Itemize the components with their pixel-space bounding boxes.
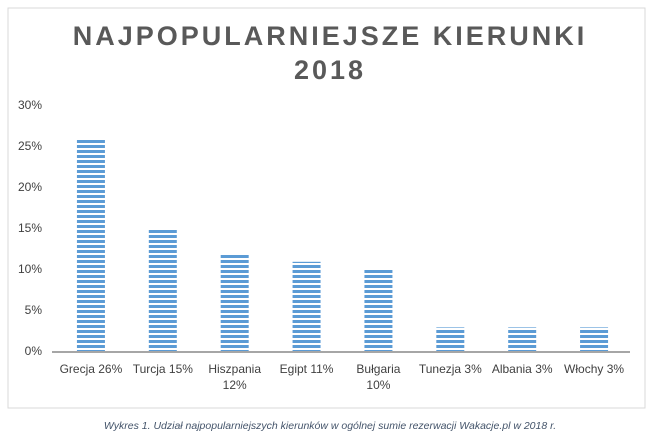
x-tick-label: Egipt 11%	[280, 362, 334, 376]
x-tick-label: Albania 3%	[492, 362, 553, 376]
y-tick-label: 5%	[25, 303, 43, 317]
caption: Wykres 1. Udział najpopularniejszych kie…	[104, 420, 556, 432]
bar	[508, 327, 537, 352]
bar	[76, 138, 105, 352]
y-tick-label: 30%	[18, 98, 42, 112]
bar	[364, 270, 393, 352]
x-tick-label: Turcja 15%	[133, 362, 194, 376]
bar	[580, 327, 609, 352]
y-tick-label: 10%	[18, 262, 42, 276]
y-tick-label: 15%	[18, 221, 42, 235]
bar	[436, 327, 465, 352]
x-tick-label: Tunezja 3%	[419, 362, 482, 376]
y-tick-label: 20%	[18, 180, 42, 194]
x-tick-label: Hiszpania 12%	[208, 362, 261, 392]
chart-title: NAJPOPULARNIEJSZE KIERUNKI 2018	[73, 21, 588, 85]
y-tick-label: 25%	[18, 139, 42, 153]
x-tick-label: Włochy 3%	[564, 362, 624, 376]
x-tick-label: Bułgaria 10%	[356, 362, 400, 392]
chart-frame	[7, 7, 646, 409]
x-tick-label: Grecja 26%	[60, 362, 123, 376]
bar	[292, 261, 321, 352]
bar	[220, 253, 249, 352]
bar	[148, 229, 177, 352]
y-tick-label: 0%	[25, 344, 43, 358]
